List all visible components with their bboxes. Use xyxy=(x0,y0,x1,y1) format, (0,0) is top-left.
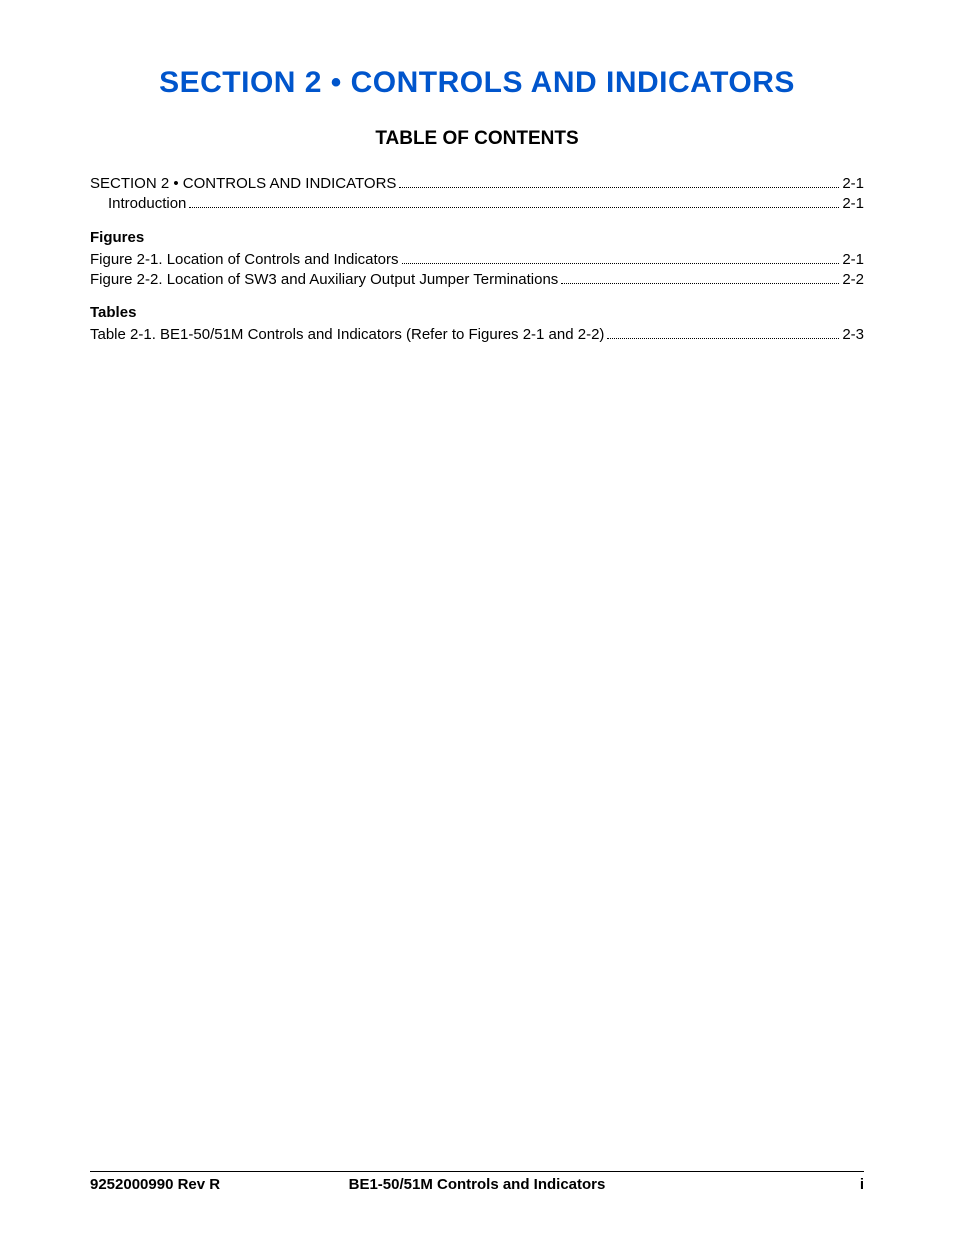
page-footer: 9252000990 Rev R BE1-50/51M Controls and… xyxy=(90,1171,864,1193)
toc-entry: Figure 2-1. Location of Controls and Ind… xyxy=(90,250,864,270)
toc-entry-page: 2-1 xyxy=(842,194,864,214)
toc-leader xyxy=(189,195,839,209)
toc-entry-label: Figure 2-2. Location of SW3 and Auxiliar… xyxy=(90,270,558,290)
footer-doc-number: 9252000990 Rev R xyxy=(90,1176,220,1193)
toc-leader xyxy=(402,250,840,264)
toc-leader xyxy=(399,175,839,189)
toc-leader xyxy=(607,326,839,340)
toc-entry: SECTION 2 • CONTROLS AND INDICATORS 2-1 xyxy=(90,174,864,194)
footer-page-number: i xyxy=(860,1176,864,1193)
toc-figures-heading: Figures xyxy=(90,229,864,246)
footer-rule xyxy=(90,1171,864,1172)
toc-entry-label: Figure 2-1. Location of Controls and Ind… xyxy=(90,250,399,270)
toc-entry: Figure 2-2. Location of SW3 and Auxiliar… xyxy=(90,270,864,290)
toc-entry-page: 2-2 xyxy=(842,270,864,290)
toc-entry: Introduction 2-1 xyxy=(90,194,864,214)
footer-row: 9252000990 Rev R BE1-50/51M Controls and… xyxy=(90,1176,864,1193)
toc-entry-page: 2-1 xyxy=(842,174,864,194)
document-page: SECTION 2 • CONTROLS AND INDICATORS TABL… xyxy=(0,0,954,1235)
toc-entry-page: 2-1 xyxy=(842,250,864,270)
toc-entry-label: Introduction xyxy=(108,194,186,214)
toc-tables-block: Tables Table 2-1. BE1-50/51M Controls an… xyxy=(90,304,864,345)
toc-main-block: SECTION 2 • CONTROLS AND INDICATORS 2-1 … xyxy=(90,174,864,215)
toc-leader xyxy=(561,270,839,284)
toc-title: TABLE OF CONTENTS xyxy=(90,128,864,150)
toc-entry-page: 2-3 xyxy=(842,325,864,345)
toc-entry-label: SECTION 2 • CONTROLS AND INDICATORS xyxy=(90,174,396,194)
toc-tables-heading: Tables xyxy=(90,304,864,321)
section-title: SECTION 2 • CONTROLS AND INDICATORS xyxy=(90,66,864,100)
toc-entry-label: Table 2-1. BE1-50/51M Controls and Indic… xyxy=(90,325,604,345)
toc-figures-block: Figures Figure 2-1. Location of Controls… xyxy=(90,229,864,291)
toc-entry: Table 2-1. BE1-50/51M Controls and Indic… xyxy=(90,325,864,345)
